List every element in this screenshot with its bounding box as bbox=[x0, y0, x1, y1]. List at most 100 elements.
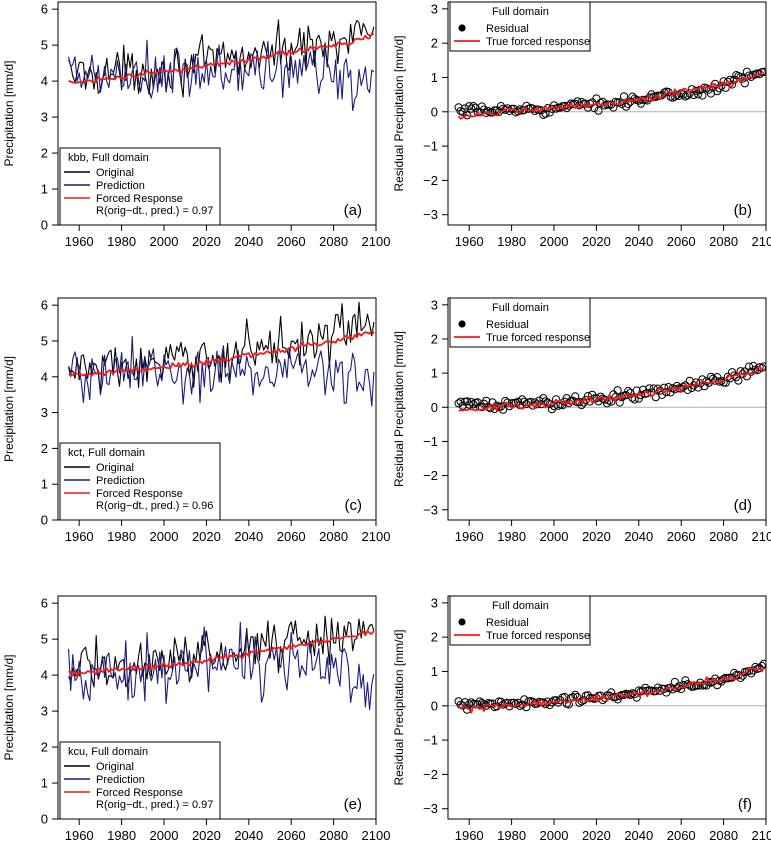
y-tick-label: 2 bbox=[431, 331, 438, 346]
residual-point bbox=[475, 697, 484, 706]
legend-frame bbox=[59, 442, 221, 521]
residual-point bbox=[467, 104, 476, 113]
legend-entry: Forced Response bbox=[96, 488, 183, 500]
residual-point bbox=[662, 388, 671, 397]
y-tick-label: 3 bbox=[431, 1, 438, 16]
y-axis-label: Residual Precipitation [mm/d] bbox=[392, 629, 406, 785]
x-tick-label: 2060 bbox=[667, 234, 696, 249]
y-axis-label: Residual Precipitation [mm/d] bbox=[392, 35, 406, 191]
legend-box: kcu, Full domain OriginalPredictionForced… bbox=[59, 741, 221, 820]
residual-point bbox=[691, 681, 701, 690]
x-tick-label: 2100 bbox=[752, 529, 771, 544]
residual-point bbox=[518, 395, 527, 404]
x-tick-label: 2040 bbox=[624, 828, 653, 843]
plot-area bbox=[68, 19, 375, 112]
legend-frame bbox=[449, 1, 591, 52]
series-line-prediction bbox=[68, 335, 375, 407]
residual-point bbox=[730, 668, 739, 678]
residual-point bbox=[456, 397, 465, 406]
residual-point bbox=[473, 398, 482, 407]
residual-point bbox=[592, 94, 601, 103]
x-tick-label: 2020 bbox=[582, 828, 611, 843]
series-line-forced-response bbox=[68, 329, 375, 377]
y-tick-label: 2 bbox=[41, 146, 48, 161]
y-tick-label: 3 bbox=[431, 297, 438, 312]
residual-point bbox=[664, 88, 673, 97]
legend-entry: True forced response bbox=[486, 36, 590, 48]
residual-point bbox=[573, 693, 582, 702]
residual-point bbox=[615, 98, 624, 107]
residual-point bbox=[522, 703, 531, 712]
x-tick-label: 2020 bbox=[192, 529, 221, 544]
legend-entry: Prediction bbox=[96, 774, 145, 786]
residual-point bbox=[622, 102, 631, 111]
legend-frame bbox=[59, 741, 221, 820]
x-tick-label: 2000 bbox=[150, 234, 179, 249]
x-tick-label: 2100 bbox=[362, 234, 391, 249]
x-tick-label: 2060 bbox=[667, 828, 696, 843]
y-tick-label: 4 bbox=[41, 369, 48, 384]
panel-label: (e) bbox=[344, 796, 362, 813]
y-tick-label: 0 bbox=[41, 812, 48, 827]
plot-frame bbox=[447, 1, 767, 226]
residual-point bbox=[505, 106, 514, 116]
x-tick-label: 1960 bbox=[65, 234, 94, 249]
y-tick-label: 5 bbox=[41, 632, 48, 647]
x-tick-label: 1960 bbox=[455, 234, 484, 249]
residual-point bbox=[744, 362, 754, 371]
legend-entry: True forced response bbox=[486, 630, 590, 642]
x-tick-label: 2020 bbox=[192, 234, 221, 249]
residual-point bbox=[484, 107, 493, 116]
x-tick-label: 2060 bbox=[277, 828, 306, 843]
x-tick-label: 1980 bbox=[107, 529, 136, 544]
legend-entry: Forced Response bbox=[96, 193, 183, 205]
legend-entry: Residual bbox=[486, 23, 529, 35]
residual-point bbox=[744, 71, 754, 80]
residual-point bbox=[571, 392, 580, 401]
x-tick-label: 1980 bbox=[107, 234, 136, 249]
residual-point bbox=[670, 92, 679, 101]
residual-point bbox=[571, 690, 580, 699]
residual-point bbox=[645, 384, 654, 393]
legend-entry: Original bbox=[96, 761, 134, 773]
residual-point bbox=[575, 698, 584, 707]
series-line-true-forced-response bbox=[458, 365, 765, 412]
panel-label: (d) bbox=[734, 497, 752, 514]
residual-point bbox=[541, 397, 550, 406]
legend-entry: Residual bbox=[486, 319, 529, 331]
plot-area bbox=[454, 361, 766, 414]
legend-title: kcu, Full domain bbox=[68, 746, 148, 758]
y-tick-label: 1 bbox=[431, 70, 438, 85]
residual-point bbox=[759, 67, 766, 76]
legend-entry: Forced Response bbox=[96, 787, 183, 799]
legend-correlation-note: R(orig−dt., pred.) = 0.97 bbox=[96, 799, 213, 811]
x-tick-label: 2020 bbox=[582, 529, 611, 544]
panel-label: (b) bbox=[734, 202, 752, 219]
x-tick-label: 2000 bbox=[150, 529, 179, 544]
x-tick-label: 2100 bbox=[362, 828, 391, 843]
legend-swatch bbox=[458, 618, 466, 626]
panel-a: 1960 1980 2000 2020 2040 2060 2080 2100 0 1 2 3 4 5 6 P… bbox=[2, 1, 391, 249]
residual-point bbox=[747, 72, 756, 82]
residual-point bbox=[647, 90, 656, 99]
y-tick-label: −2 bbox=[423, 767, 438, 782]
y-tick-label: 3 bbox=[431, 595, 438, 610]
y-axis-label: Residual Precipitation [mm/d] bbox=[392, 331, 406, 487]
x-tick-label: 2100 bbox=[752, 234, 771, 249]
x-tick-label: 2000 bbox=[540, 828, 569, 843]
x-tick-label: 1960 bbox=[65, 828, 94, 843]
series-line-original bbox=[68, 19, 375, 98]
residual-point bbox=[492, 106, 501, 115]
residual-point bbox=[687, 383, 696, 393]
residual-point bbox=[666, 683, 675, 692]
x-tick-label: 1980 bbox=[497, 234, 526, 249]
legend-title: Full domain bbox=[492, 302, 549, 314]
residual-point bbox=[734, 376, 743, 385]
legend-frame bbox=[59, 147, 221, 226]
residual-point bbox=[503, 104, 512, 113]
residual-point bbox=[698, 91, 707, 100]
residual-point bbox=[619, 92, 629, 101]
x-tick-label: 2000 bbox=[540, 234, 569, 249]
